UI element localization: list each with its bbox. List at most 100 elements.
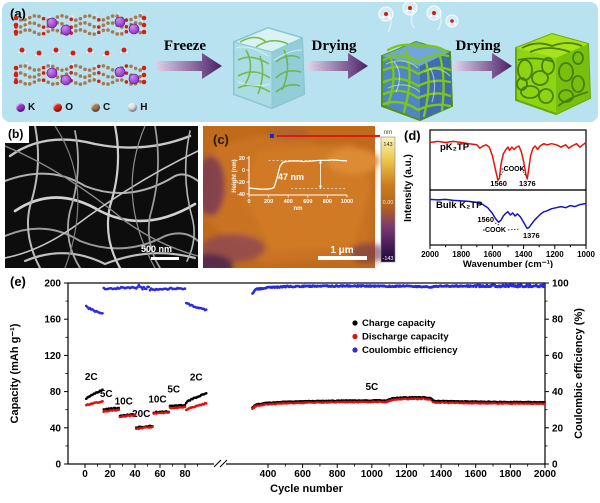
svg-text:160: 160 [44,315,61,326]
legend-item-H: H [128,102,147,113]
panel-c-label: (c) [213,132,229,147]
svg-text:1200: 1200 [395,469,418,480]
height-colorbar: nm 143 0.00 -143 [380,130,396,263]
frozen-cube-illustration [232,26,306,110]
svg-text:0: 0 [247,199,250,205]
svg-text:1000: 1000 [361,469,384,480]
water-molecule-bubbles [378,2,459,28]
drying-label-2: Drying [456,38,502,54]
svg-text:80: 80 [179,469,191,480]
svg-text:20: 20 [552,423,564,434]
svg-text:60: 60 [154,469,166,480]
svg-text:Height (nm): Height (nm) [232,159,238,192]
crystal-structure-illustration [13,11,147,86]
svg-text:200: 200 [44,279,61,290]
svg-text:10C: 10C [148,394,166,405]
aerogel-cube-illustration [515,32,592,116]
svg-text:2C: 2C [85,372,98,383]
svg-text:800: 800 [329,469,346,480]
panel-b-sem-image: (b) 500 nm [4,124,199,270]
sem-micrograph [4,124,199,270]
svg-text:-20: -20 [237,180,245,186]
svg-text:-COOK: -COOK [483,227,506,234]
panel-b-label: (b) [5,126,30,143]
svg-text:20: 20 [104,469,116,480]
svg-text:20C: 20C [132,409,150,420]
svg-text:80: 80 [552,315,564,326]
legend-item-O: O [53,102,73,113]
colorbar-min: -143 [382,256,393,262]
svg-text:80: 80 [50,387,62,398]
svg-text:1800: 1800 [499,469,522,480]
svg-text:800: 800 [323,199,332,205]
H-atom-icon [128,103,138,112]
svg-text:pK₂TP: pK₂TP [440,142,470,153]
svg-text:600: 600 [303,199,312,205]
afm-scale-bar-label: 1 μm [330,245,353,256]
svg-text:1000: 1000 [341,199,353,205]
svg-text:40: 40 [50,423,62,434]
svg-text:20: 20 [239,156,245,162]
freeze-label: Freeze [164,38,207,54]
svg-text:47 nm: 47 nm [278,172,304,182]
sem-scale-bar [151,257,179,260]
sem-scale-bar-label: 500 nm [141,244,173,254]
svg-text:1200: 1200 [546,250,564,259]
panel-d-label: (d) [404,128,421,143]
drying-arrow-1 [308,53,368,79]
svg-text:Intensity (a.u.): Intensity (a.u.) [403,154,414,222]
svg-text:40: 40 [552,387,564,398]
svg-text:1600: 1600 [465,469,488,480]
svg-text:1400: 1400 [430,469,453,480]
svg-text:1800: 1800 [452,250,470,259]
afm-scale-bar [318,256,367,260]
svg-text:Wavenumber (cm⁻¹): Wavenumber (cm⁻¹) [463,259,553,268]
drying-cube-illustration [378,2,459,122]
svg-text:200: 200 [264,199,273,205]
svg-text:0: 0 [242,168,245,174]
svg-text:1400: 1400 [515,250,533,259]
colorbar-unit: nm [384,130,392,136]
drying-arrow-2 [454,53,512,79]
svg-text:Bulk K₂TP: Bulk K₂TP [436,200,483,211]
svg-text:100: 100 [552,279,569,290]
svg-text:5C: 5C [100,389,113,400]
svg-text:10C: 10C [115,396,133,407]
K-atom-icon [16,103,25,112]
svg-text:400: 400 [284,199,293,205]
afm-topography: nm 143 0.00 -143 1 μm 0 200 400 600 800 10002… [183,126,396,278]
svg-text:2C: 2C [190,373,203,384]
C-atom-icon [91,103,101,112]
svg-text:1560: 1560 [490,179,507,188]
svg-text:Coulombic efficiency (%): Coulombic efficiency (%) [573,308,585,439]
legend-item-K: K [16,102,35,113]
svg-text:-40: -40 [237,192,245,198]
colorbar-mid: 0.00 [383,200,394,206]
ftir-chart: 2000 1800 1600 1400 1200 1000 Wavenumber (cm⁻¹… [403,129,595,270]
panel-d-ftir-spectra: 2000 1800 1600 1400 1200 1000 Wavenumber (cm⁻¹… [402,126,598,270]
svg-text:Cycle number: Cycle number [270,483,343,495]
svg-text:0: 0 [82,469,88,480]
schematic-drawing: Freeze Drying [13,2,592,122]
svg-text:Coulombic efficiency: Coulombic efficiency [362,345,458,356]
svg-text:Capacity (mAh g⁻¹): Capacity (mAh g⁻¹) [9,323,21,423]
legend-item-C: C [91,102,110,113]
svg-text:2000: 2000 [421,250,439,259]
svg-text:Charge capacity: Charge capacity [362,318,436,329]
svg-text:5C: 5C [365,382,378,393]
svg-text:1600: 1600 [484,250,502,259]
panel-e-label: (e) [10,274,26,289]
freeze-arrow [155,53,222,79]
svg-text:120: 120 [44,351,61,362]
svg-text:0: 0 [552,460,558,471]
svg-text:5C: 5C [167,385,180,396]
atom-legend: K O C H [16,102,147,113]
drying-label-1: Drying [312,38,358,54]
svg-text:1000: 1000 [577,250,595,259]
O-atom-icon [53,103,63,112]
scan-line-marker [270,134,274,138]
svg-text:-COOK: -COOK [501,166,524,173]
panel-c-afm-image: nm 143 0.00 -143 1 μm 0 200 400 600 800 1000 2… [183,126,399,278]
